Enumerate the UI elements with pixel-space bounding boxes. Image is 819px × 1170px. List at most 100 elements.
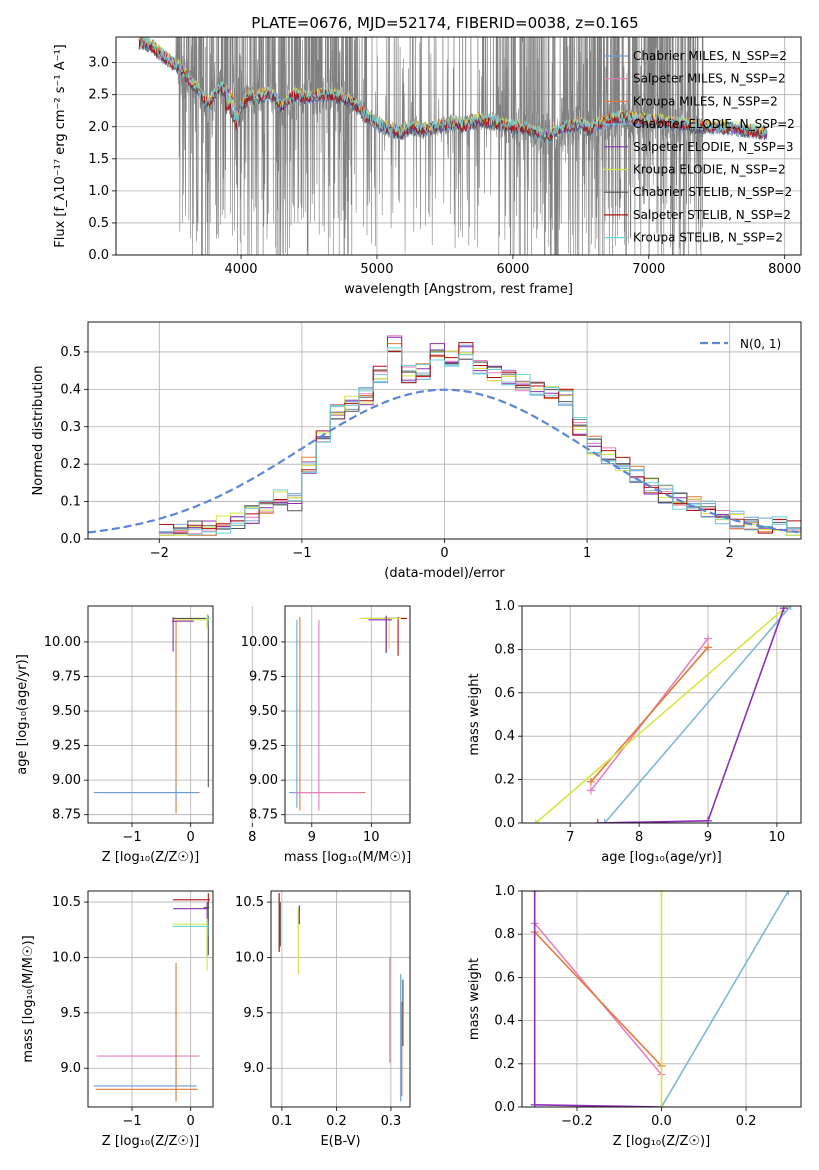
y-tick-label: 2.5 [88,88,109,103]
legend: N(0, 1) [700,337,781,351]
data-spectrum-line [138,37,768,255]
y-tick-label: 0.6 [494,686,515,701]
x-tick-label: −1 [122,830,141,845]
x-tick-label: 0.3 [381,1114,402,1129]
legend-entry: Chabrier ELODIE, N_SSP=2 [633,117,795,131]
legend-entry: Kroupa MILES, N_SSP=2 [633,94,778,108]
grid [88,891,213,1107]
x-tick-label: −1 [292,546,311,561]
y-tick-label: 0.4 [494,729,515,744]
y-tick-label: 8.75 [52,808,81,823]
axes-frame [115,36,802,256]
grid [251,606,410,823]
y-tick-label: 9.00 [52,773,81,788]
mass-weight-vs-Z-panel: −0.2 0.0 0.2 0.0 0.2 0.4 0.6 0.8 1.0 Z [log₁₀(Z/Z… [467,884,802,1149]
y-tick-label: 0.3 [60,420,81,435]
x-axis-label: Z [log₁₀(Z/Z☉)] [102,850,199,865]
y-tick-label: 8.75 [249,808,278,823]
x-tick-label: 0.2 [326,1114,347,1129]
y-tick-label: 0.1 [60,495,81,510]
residuals-panel: −2 −1 0 1 2 0.0 0.1 0.2 0.3 0.4 0.5 (data-model)/er… [31,321,802,581]
y-axis-label: mass weight [467,673,482,755]
y-tick-label: 9.50 [249,704,278,719]
y-axis-label: mass [log₁₀(M/M☉)] [21,935,36,1062]
legend-entry: Kroupa STELIB, N_SSP=2 [633,231,783,245]
mass-vs-ebv-panel: 0.1 0.2 0.3 9.0 9.5 10.0 10.5 E(B-V) [235,890,411,1149]
y-tick-label: 0.4 [494,1014,515,1029]
y-tick-label: 1.0 [494,599,515,614]
weight-line-kroupa-miles [534,931,663,1067]
legend-entry: Chabrier MILES, N_SSP=2 [633,49,787,63]
histogram-step-salpeter-stelib [159,342,801,534]
x-tick-label: 8 [635,830,643,845]
x-tick-label: 7 [566,830,574,845]
axes-frame [87,605,214,824]
y-tick-label: 9.75 [52,669,81,684]
x-tick-label: 10 [363,830,380,845]
x-tick-label: −2 [150,546,169,561]
legend-entry: Salpeter MILES, N_SSP=2 [633,72,786,86]
x-tick-label: −1 [122,1114,141,1129]
mass-weight-vs-age-panel: 7 8 9 10 0.0 0.2 0.4 0.6 0.8 1.0 age [log₁₀(age/yr… [467,599,802,865]
y-tick-label: 0.8 [494,642,515,657]
y-tick-label: 0.2 [494,773,515,788]
x-tick-label: 6000 [496,262,529,277]
axes-frame [87,321,802,540]
weight-line-kroupa-miles [590,646,709,783]
y-tick-label: 10.5 [52,895,81,910]
y-tick-label: 10.5 [235,895,264,910]
x-tick-label: 0.1 [272,1114,293,1129]
x-axis-label: Z [log₁₀(Z/Z☉)] [102,1134,199,1149]
x-tick-label: 10 [769,830,786,845]
y-tick-label: 3.0 [88,56,109,71]
y-tick-label: 10.0 [52,950,81,965]
x-tick-label: 2 [726,546,734,561]
y-tick-label: 10.00 [241,635,278,650]
x-axis-label: (data-model)/error [384,566,505,581]
x-tick-label: 0.0 [651,1114,672,1129]
grid [88,606,213,823]
weight-line-kroupa-elodie [535,606,788,823]
x-tick-label: 9 [704,830,712,845]
axes-frame [521,605,802,824]
y-tick-label: 0.8 [494,927,515,942]
x-axis-label: Z [log₁₀(Z/Z☉)] [613,1134,710,1149]
y-tick-label: 0.0 [494,1100,515,1115]
x-tick-label: 0 [187,1114,195,1129]
y-tick-label: 0.6 [494,970,515,985]
chart-panels: 4000 5000 6000 7000 8000 0.0 0.5 1.0 1.5 2.0 2.5 3.… [15,36,802,1149]
y-tick-label: 9.50 [52,704,81,719]
x-tick-label: 7000 [632,262,665,277]
weight-line-chabrier-elodie [604,606,792,823]
x-axis-label: E(B-V) [320,1134,360,1149]
histogram-step-salpeter-miles [159,335,801,536]
x-tick-label: 1 [583,546,591,561]
x-tick-label: 8000 [768,262,801,277]
axes-frame [284,605,411,824]
y-tick-label: 0.0 [88,248,109,263]
x-axis-label: age [log₁₀(age/yr)] [601,850,722,865]
y-tick-label: 2.0 [88,120,109,135]
x-tick-label: 4000 [224,262,257,277]
y-tick-label: 9.25 [52,739,81,754]
y-axis-label: Flux [f_λ10⁻¹⁷ erg cm⁻² s⁻¹ A⁻¹] [53,44,68,248]
x-tick-label: 8 [248,830,256,845]
y-tick-label: 1.0 [88,184,109,199]
y-tick-label: 1.5 [88,152,109,167]
legend: Chabrier MILES, N_SSP=2 Salpeter MILES, N… [604,49,795,245]
histogram-step-chabrier-stelib [159,350,801,533]
mass-vs-Z-panel: −1 0 9.0 9.5 10.0 10.5 Z [log₁₀(Z/Z☉)] mass [lo… [21,890,214,1149]
x-tick-label: 9 [308,830,316,845]
legend-entry: N(0, 1) [740,337,781,351]
grid [271,891,410,1107]
y-tick-label: 9.25 [249,739,278,754]
y-tick-label: 0.4 [60,382,81,397]
legend-entry: Salpeter ELODIE, N_SSP=3 [633,140,794,154]
model-line-kroupa-stelib [138,37,768,138]
y-tick-label: 10.0 [235,950,264,965]
legend-entry: Chabrier STELIB, N_SSP=2 [633,185,792,199]
x-tick-label: 5000 [360,262,393,277]
y-tick-label: 0.5 [60,345,81,360]
x-axis-label: mass [log₁₀(M/M☉)] [284,850,411,865]
